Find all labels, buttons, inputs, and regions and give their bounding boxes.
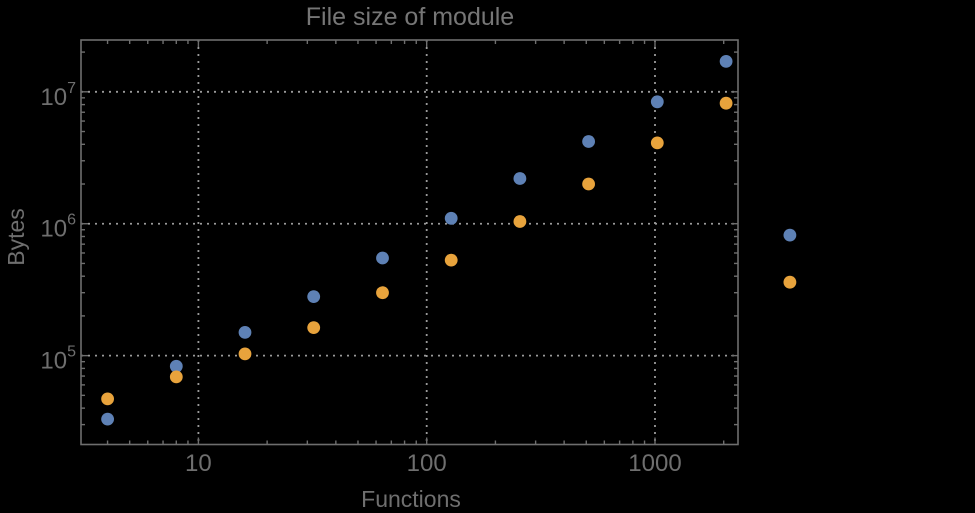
data-point-blue <box>444 211 458 225</box>
data-point-blue <box>238 326 252 339</box>
axis-ticks <box>81 40 738 445</box>
x-tick-label: 10 <box>185 450 212 477</box>
x-axis-label: Functions <box>361 486 461 512</box>
data-point-orange <box>376 286 389 300</box>
x-tick-label: 1000 <box>628 450 681 477</box>
data-points <box>101 55 797 426</box>
data-point-orange <box>238 347 252 361</box>
data-point-orange <box>582 177 595 191</box>
x-tick-labels: 10 100 1000 <box>185 450 682 477</box>
data-point-blue <box>650 95 664 109</box>
plot-frame-border <box>80 39 739 446</box>
chart-title: File size of module <box>306 3 514 31</box>
x-tick-label: 100 <box>407 450 447 477</box>
data-point-orange <box>719 96 733 110</box>
data-point-blue <box>307 290 321 303</box>
data-point-blue <box>376 251 389 265</box>
plot-frame <box>80 39 739 446</box>
gridlines <box>81 40 738 445</box>
y-axis-label: Bytes <box>3 208 29 266</box>
data-point-orange <box>513 215 527 228</box>
y-tick-labels: 105 106 107 <box>40 80 76 375</box>
data-point-orange <box>444 253 458 267</box>
data-point-blue <box>783 228 797 242</box>
y-tick-label: 105 <box>40 344 76 375</box>
data-point-orange <box>650 136 664 150</box>
data-point-orange <box>101 392 114 406</box>
data-point-orange <box>169 370 183 384</box>
y-tick-label: 107 <box>40 80 76 111</box>
y-tick-label: 106 <box>40 212 76 243</box>
data-point-orange <box>307 321 321 334</box>
data-point-orange <box>783 275 797 289</box>
data-point-blue <box>101 412 114 426</box>
data-point-blue <box>719 55 733 68</box>
data-point-blue <box>582 135 595 148</box>
data-point-blue <box>513 172 527 185</box>
data-point-blue <box>169 359 183 373</box>
